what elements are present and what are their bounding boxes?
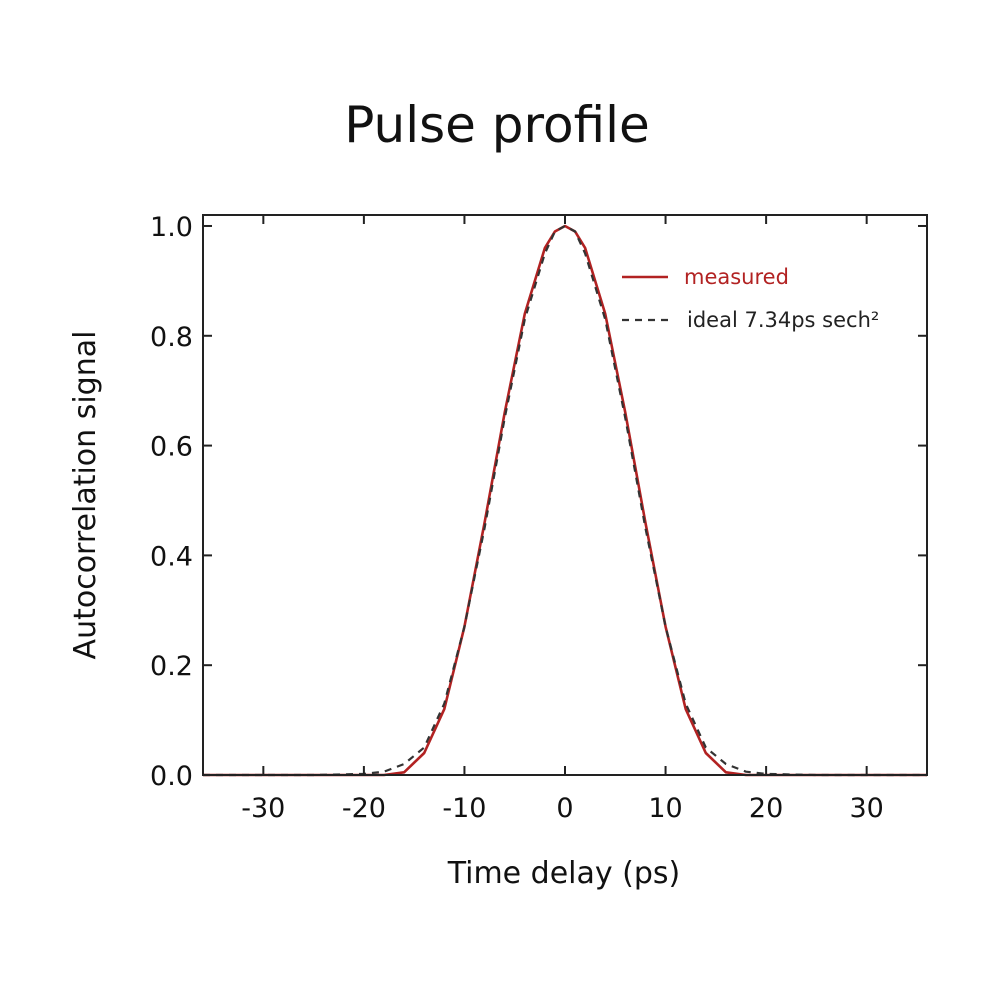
plot-area bbox=[203, 224, 927, 777]
y-tick-label: 0.2 bbox=[150, 651, 193, 682]
plot-frame bbox=[202, 214, 928, 776]
axis-ticks: -30 -20 -10 0 10 20 30 0.0 0.2 0.4 0.6 0.8 1.0 bbox=[150, 212, 927, 824]
y-tick-label: 0.4 bbox=[150, 541, 193, 572]
x-tick-label: 20 bbox=[749, 793, 783, 824]
x-tick-label: 30 bbox=[849, 793, 883, 824]
chart-title: Pulse profile bbox=[344, 96, 650, 154]
legend-label-measured: measured bbox=[684, 265, 789, 289]
x-axis-label: Time delay (ps) bbox=[447, 856, 681, 891]
x-tick-label: -30 bbox=[241, 793, 285, 824]
x-tick-label: 10 bbox=[648, 793, 682, 824]
series-line-ideal bbox=[203, 224, 927, 777]
y-tick-label: 0.6 bbox=[150, 432, 193, 463]
legend-label-ideal: ideal 7.34ps sech² bbox=[687, 308, 879, 332]
x-tick-label: -10 bbox=[442, 793, 486, 824]
x-tick-label: -20 bbox=[342, 793, 386, 824]
x-tick-label: 0 bbox=[556, 793, 573, 824]
legend: measured ideal 7.34ps sech² bbox=[622, 265, 879, 332]
y-tick-label: 1.0 bbox=[150, 212, 193, 243]
y-tick-label: 0.0 bbox=[150, 761, 193, 792]
series-line-measured bbox=[203, 224, 927, 777]
y-axis-label: Autocorrelation signal bbox=[68, 331, 103, 660]
y-tick-label: 0.8 bbox=[150, 322, 193, 353]
